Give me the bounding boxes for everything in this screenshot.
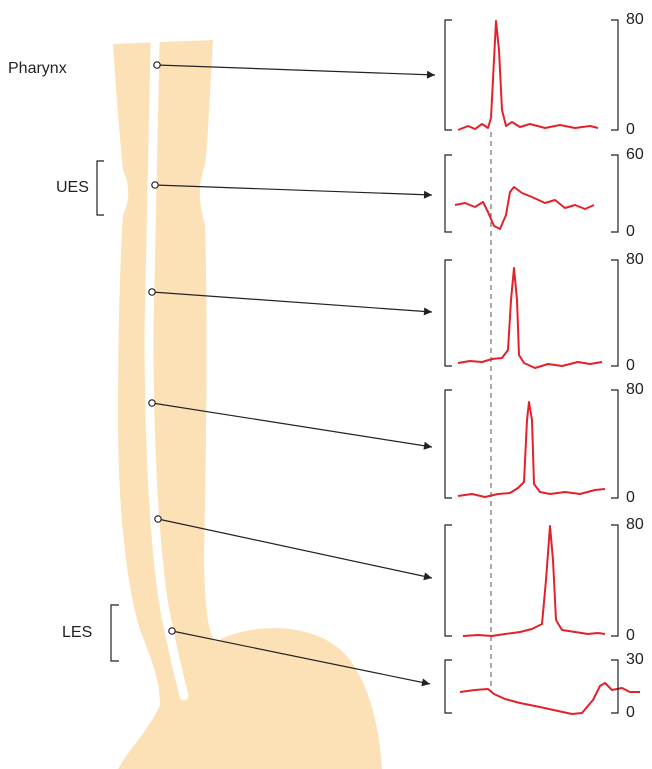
arrow <box>157 518 433 581</box>
left-bracket <box>444 154 452 233</box>
sensor <box>148 399 156 407</box>
ues-bracket <box>96 160 104 216</box>
scale-top: 80 <box>626 516 644 533</box>
sensor <box>151 181 159 189</box>
label-pharynx: Pharynx <box>8 60 67 77</box>
scale-top: 80 <box>626 11 644 28</box>
scale-top: 80 <box>626 251 644 268</box>
left-bracket <box>444 19 452 131</box>
sensor <box>168 627 176 635</box>
scale-top: 80 <box>626 381 644 398</box>
right-bracket <box>611 524 619 637</box>
label-les: LES <box>62 624 92 641</box>
left-bracket <box>444 524 452 637</box>
left-bracket <box>444 389 452 499</box>
lumen <box>144 39 189 701</box>
sensor <box>154 515 162 523</box>
arrow <box>151 402 433 450</box>
pressure-trace <box>459 682 640 715</box>
right-bracket <box>611 19 619 131</box>
scale-bottom: 0 <box>626 121 635 138</box>
pressure-trace <box>457 401 606 498</box>
les-bracket <box>110 604 119 662</box>
pressure-trace <box>457 20 599 131</box>
sensor <box>153 61 161 69</box>
right-bracket <box>611 659 619 714</box>
arrow <box>156 64 436 79</box>
scale-top: 30 <box>626 651 644 668</box>
sensor <box>148 288 156 296</box>
scale-bottom: 0 <box>626 489 635 506</box>
right-bracket <box>611 389 619 499</box>
left-bracket <box>444 659 452 714</box>
esophagus <box>113 40 382 769</box>
pressure-trace <box>454 186 595 230</box>
scale-bottom: 0 <box>626 357 635 374</box>
pressure-trace <box>462 525 606 637</box>
right-bracket <box>611 259 619 367</box>
scale-bottom: 0 <box>626 223 635 240</box>
right-bracket <box>611 154 619 233</box>
scale-bottom: 0 <box>626 627 635 644</box>
left-bracket <box>444 259 452 367</box>
scale-bottom: 0 <box>626 704 635 721</box>
arrow <box>171 630 431 687</box>
arrow <box>154 184 433 199</box>
label-ues: UES <box>56 179 89 196</box>
scale-top: 60 <box>626 146 644 163</box>
arrow <box>151 291 433 316</box>
pressure-trace <box>457 267 603 369</box>
